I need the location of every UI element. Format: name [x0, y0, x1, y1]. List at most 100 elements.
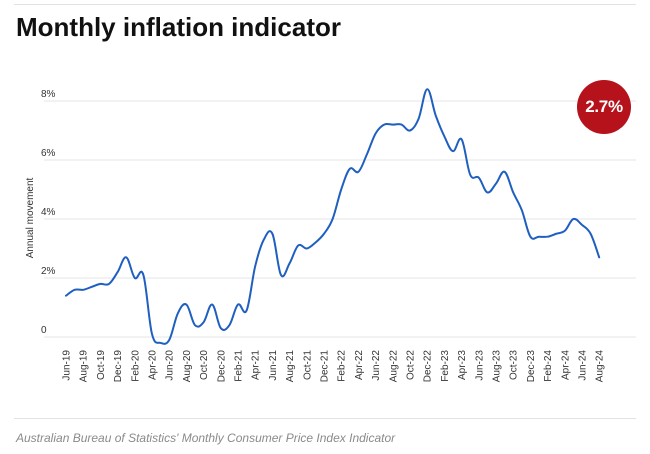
- x-tick-label: Jun-19: [62, 350, 73, 381]
- data-point-Jul-19: [73, 289, 75, 291]
- footer-divider: [14, 418, 636, 419]
- data-point-Feb-23: [443, 135, 445, 137]
- data-point-Oct-22: [409, 129, 411, 131]
- x-tick-label: Feb-21: [234, 350, 245, 382]
- x-tick-label: Apr-23: [457, 350, 468, 380]
- data-point-May-20: [159, 342, 161, 344]
- data-point-Jul-22: [383, 123, 385, 125]
- x-tick-label: Oct-21: [302, 350, 313, 380]
- data-point-Dec-20: [220, 327, 222, 329]
- data-point-Aug-23: [495, 182, 497, 184]
- data-point-Mar-21: [245, 309, 247, 311]
- data-point-Jun-23: [478, 177, 480, 179]
- y-tick-label: 8%: [41, 89, 56, 100]
- data-point-Feb-24: [546, 236, 548, 238]
- data-point-Mar-22: [349, 168, 351, 170]
- data-point-Mar-23: [452, 150, 454, 152]
- x-tick-label: Aug-21: [285, 350, 296, 383]
- data-point-Sep-22: [400, 123, 402, 125]
- y-axis-ticks: 0 2% 4% 6% 8%: [41, 89, 56, 336]
- data-point-Mar-20: [142, 274, 144, 276]
- x-tick-label: Aug-23: [492, 350, 503, 383]
- data-point-Oct-20: [202, 321, 204, 323]
- data-point-Apr-24: [564, 230, 566, 232]
- data-point-Aug-22: [392, 123, 394, 125]
- data-point-Aug-24: [598, 256, 600, 258]
- x-tick-label: Apr-21: [251, 350, 262, 380]
- x-tick-label: Feb-23: [440, 350, 451, 382]
- x-tick-label: Jun-24: [578, 350, 589, 381]
- x-tick-label: Dec-20: [216, 350, 227, 383]
- data-point-Sep-23: [503, 171, 505, 173]
- x-tick-label: Aug-24: [595, 350, 606, 383]
- x-tick-label: Oct-19: [96, 350, 107, 380]
- data-point-Sep-20: [194, 324, 196, 326]
- data-point-May-23: [469, 174, 471, 176]
- data-point-Feb-20: [134, 277, 136, 279]
- y-tick-label: 4%: [41, 207, 56, 218]
- data-point-Aug-21: [288, 262, 290, 264]
- data-point-Jan-21: [228, 324, 230, 326]
- data-point-Sep-21: [297, 244, 299, 246]
- source-note: Australian Bureau of Statistics' Monthly…: [16, 431, 396, 445]
- data-point-Jul-20: [177, 312, 179, 314]
- data-point-Mar-24: [555, 233, 557, 235]
- x-tick-label: Apr-20: [148, 350, 159, 380]
- x-tick-label: Jun-22: [371, 350, 382, 381]
- y-axis-label: Annual movement: [25, 177, 36, 258]
- data-point-Jul-24: [589, 233, 591, 235]
- chart-title: Monthly inflation indicator: [16, 12, 341, 42]
- data-point-Nov-20: [211, 303, 213, 305]
- data-point-Jan-20: [125, 256, 127, 258]
- data-point-Apr-20: [151, 333, 153, 335]
- inflation-series-line: [65, 88, 601, 345]
- x-tick-label: Jun-20: [165, 350, 176, 381]
- x-tick-label: Jun-23: [474, 350, 485, 381]
- data-point-Jun-20: [168, 339, 170, 341]
- gridlines: [44, 100, 636, 338]
- x-tick-label: Feb-24: [543, 350, 554, 382]
- data-point-Oct-21: [306, 247, 308, 249]
- x-tick-label: Oct-22: [406, 350, 417, 380]
- data-point-Jul-23: [486, 191, 488, 193]
- data-point-May-22: [366, 153, 368, 155]
- data-point-Nov-23: [521, 209, 523, 211]
- x-axis-ticks: Jun-19 Aug-19 Oct-19 Dec-19 Feb-20 Apr-20 Jun-…: [62, 350, 606, 383]
- y-tick-label: 6%: [41, 148, 56, 159]
- data-point-Jan-23: [435, 115, 437, 117]
- data-point-Jun-24: [581, 224, 583, 226]
- data-point-Apr-21: [254, 265, 256, 267]
- data-point-Jun-21: [271, 233, 273, 235]
- x-tick-label: Oct-23: [509, 350, 520, 380]
- x-tick-label: Apr-22: [354, 350, 365, 380]
- y-tick-label: 2%: [41, 266, 56, 277]
- x-tick-label: Dec-19: [113, 350, 124, 383]
- data-point-May-24: [572, 218, 574, 220]
- data-point-Jan-24: [538, 236, 540, 238]
- data-point-Jun-19: [65, 295, 67, 297]
- data-point-Jun-22: [374, 132, 376, 134]
- data-point-Dec-19: [116, 271, 118, 273]
- data-point-Dec-23: [529, 236, 531, 238]
- x-tick-label: Dec-23: [526, 350, 537, 383]
- data-point-Oct-23: [512, 191, 514, 193]
- data-point-Sep-19: [91, 286, 93, 288]
- x-tick-label: Oct-20: [199, 350, 210, 380]
- y-tick-label: 0: [41, 325, 47, 336]
- x-tick-label: Apr-24: [560, 350, 571, 380]
- data-point-Aug-20: [185, 303, 187, 305]
- x-tick-label: Aug-19: [79, 350, 90, 383]
- top-rule: [14, 4, 636, 5]
- inflation-line-chart: 0 2% 4% 6% 8% Annual movement Jun-19 Aug-19 Oc…: [25, 88, 636, 383]
- data-point-Feb-21: [237, 303, 239, 305]
- data-point-Oct-19: [99, 283, 101, 285]
- data-point-Nov-19: [108, 283, 110, 285]
- data-point-Dec-21: [323, 233, 325, 235]
- x-tick-label: Aug-20: [182, 350, 193, 383]
- data-point-Dec-22: [426, 88, 428, 90]
- x-tick-label: Aug-22: [388, 350, 399, 383]
- data-point-Jan-22: [331, 218, 333, 220]
- data-point-Aug-19: [82, 289, 84, 291]
- x-tick-label: Dec-22: [423, 350, 434, 383]
- x-tick-label: Dec-21: [320, 350, 331, 383]
